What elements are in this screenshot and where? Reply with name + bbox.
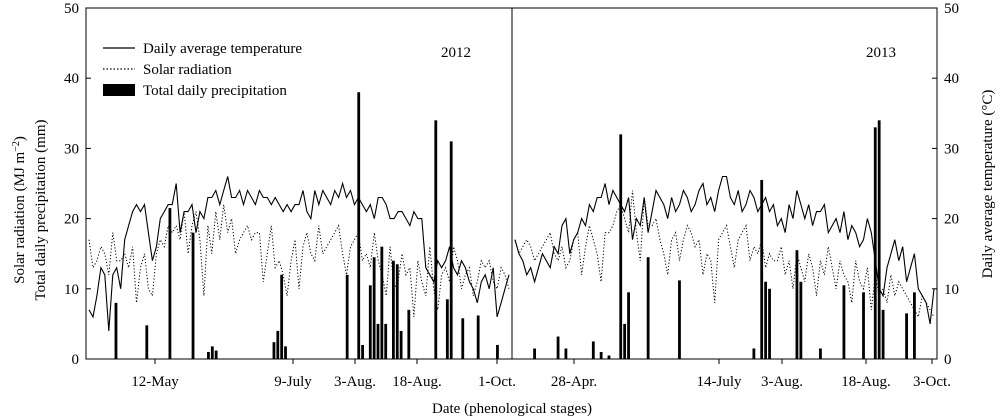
right-y-tick-label: 50 (944, 1, 959, 17)
precipitation-bar (564, 348, 568, 359)
precipitation-bar (280, 274, 284, 359)
right-axis-title: Daily average temperature (°C) (980, 90, 996, 279)
left-y-tick-label: 0 (72, 352, 80, 368)
precipitation-bar (877, 120, 881, 359)
precipitation-bar (752, 348, 756, 359)
x-tick-label: 18-Aug. (841, 374, 891, 390)
precipitation-bar (357, 92, 361, 360)
left-y-tick-label: 10 (64, 282, 79, 298)
precipitation-bar (361, 344, 364, 359)
precipitation-bar (214, 350, 218, 359)
x-axis-title: Date (phenological stages) (432, 401, 592, 417)
left-axis-title-line2: Total daily precipitation (mm) (33, 120, 49, 301)
legend: Daily average temperature Solar radiatio… (103, 41, 302, 99)
left-y-tick-label: 20 (64, 212, 79, 228)
precipitation-bar (384, 323, 388, 359)
legend-solar-label: Solar radiation (143, 62, 232, 78)
precipitation-bar (407, 309, 411, 359)
left-y-tick-label: 40 (64, 71, 79, 87)
precipitation-bar (210, 346, 214, 359)
precipitation-bar (372, 257, 376, 359)
left-y-tick-label: 30 (64, 141, 79, 157)
precipitation-bar (760, 179, 764, 359)
precipitation-bar (380, 246, 384, 359)
precipitation-bar (461, 318, 465, 359)
right-y-tick-label: 30 (944, 141, 959, 157)
x-tick-label: 12-May (131, 374, 179, 390)
precipitation-bar (607, 355, 611, 359)
right-y-tick-label: 10 (944, 282, 959, 298)
precipitation-bar (434, 120, 438, 359)
precipitation-bar (556, 336, 560, 359)
left-axis-title-line1: Solar radiation (MJ m−2) (11, 136, 28, 284)
year-label-2013: 2013 (866, 45, 896, 61)
temperature-series-2012 (88, 176, 510, 331)
precipitation-bar (862, 292, 865, 359)
axes-layer: 0 0 10 10 20 20 30 30 40 40 50 50 12-May 9-July 3-Aug.… (64, 1, 959, 390)
precipitation-bar (591, 341, 595, 359)
legend-precipitation-label: Total daily precipitation (143, 83, 287, 99)
left-y-tick-label: 50 (64, 1, 79, 17)
x-tick-label: 1-Oct. (478, 374, 516, 390)
precipitation-bar (207, 351, 210, 359)
precipitation-bar (395, 264, 399, 359)
precipitation-bar (873, 127, 877, 359)
x-tick-label: 3-Oct. (913, 374, 951, 390)
x-tick-label: 3-Aug. (334, 374, 376, 390)
precipitation-bar (646, 257, 650, 359)
precipitation-bar (445, 299, 449, 359)
precipitation-bar (168, 208, 172, 359)
precipitation-bar (623, 323, 627, 359)
precipitation-bar (678, 280, 681, 359)
precipitation-bar (619, 134, 623, 359)
right-y-tick-label: 40 (944, 71, 959, 87)
legend-temperature-label: Daily average temperature (143, 41, 302, 57)
precipitation-bar (392, 260, 395, 359)
plot-layer (88, 92, 935, 360)
precipitation-bar (368, 285, 372, 359)
precipitation-bar (399, 330, 403, 359)
precipitation-bar (627, 292, 630, 359)
precipitation-bar (819, 348, 822, 359)
precipitation-bar (764, 281, 768, 359)
temperature-series-2013 (514, 175, 935, 324)
x-tick-label: 28-Apr. (551, 374, 597, 390)
year-label-2012: 2012 (441, 45, 471, 61)
precipitation-bar (905, 313, 908, 359)
precipitation-bar (145, 325, 149, 359)
precipitation-bar (376, 323, 380, 359)
precipitation-bar (533, 348, 536, 359)
precipitation-bar (114, 302, 118, 359)
precipitation-bar (284, 346, 287, 359)
precipitation-bar (345, 274, 349, 359)
x-tick-label: 14-July (697, 374, 743, 390)
precipitation-bar (795, 250, 799, 359)
x-tick-label: 3-Aug. (761, 374, 803, 390)
precipitation-bar (276, 330, 280, 359)
precipitation-bar (476, 315, 480, 359)
precipitation-bar (449, 141, 453, 359)
precipitation-bar (768, 288, 771, 359)
right-y-tick-label: 0 (944, 352, 952, 368)
precipitation-bar (496, 344, 499, 359)
precipitation-bar (799, 281, 803, 359)
right-y-tick-label: 20 (944, 212, 959, 228)
solar-radiation-series-2013 (514, 190, 935, 319)
precipitation-bar (272, 342, 276, 359)
solar-radiation-series-2012 (88, 204, 510, 317)
precipitation-bar (599, 351, 603, 359)
x-tick-label: 18-Aug. (392, 374, 442, 390)
legend-precipitation-swatch (103, 84, 135, 96)
precipitation-bar (842, 285, 846, 359)
x-tick-label: 9-July (274, 374, 312, 390)
precipitation-bar (913, 292, 916, 359)
precipitation-bar (881, 309, 885, 359)
precipitation-bar (191, 232, 195, 359)
